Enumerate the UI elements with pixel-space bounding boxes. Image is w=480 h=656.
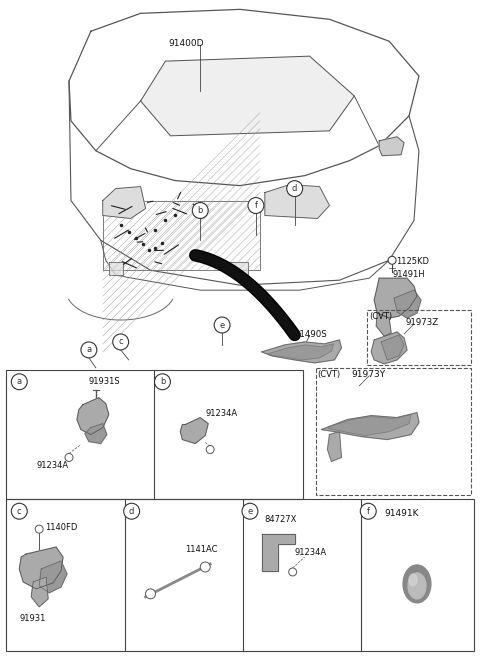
Text: 91973Z: 91973Z	[405, 318, 438, 327]
Text: 1125KD: 1125KD	[396, 257, 429, 266]
Polygon shape	[228, 262, 248, 276]
Circle shape	[214, 317, 230, 333]
Circle shape	[124, 503, 140, 519]
Text: c: c	[17, 506, 22, 516]
Text: (CVT): (CVT)	[369, 312, 392, 321]
Text: 91931S: 91931S	[89, 377, 120, 386]
Polygon shape	[376, 313, 391, 336]
Circle shape	[192, 203, 208, 218]
Text: 91973Y: 91973Y	[351, 370, 385, 379]
Text: 91491H: 91491H	[392, 270, 425, 279]
Polygon shape	[371, 332, 407, 364]
Circle shape	[200, 562, 210, 572]
Polygon shape	[381, 335, 404, 360]
Text: b: b	[198, 206, 203, 215]
Text: 91931: 91931	[19, 614, 46, 623]
Text: 84727X: 84727X	[265, 515, 297, 524]
Polygon shape	[85, 424, 107, 443]
Circle shape	[288, 568, 297, 576]
Bar	[367, 310, 471, 365]
Circle shape	[65, 453, 73, 461]
Text: 91234A: 91234A	[36, 461, 68, 470]
Polygon shape	[268, 344, 334, 360]
Circle shape	[12, 503, 27, 519]
Polygon shape	[322, 413, 419, 440]
Polygon shape	[394, 290, 421, 318]
Bar	[6, 499, 474, 651]
Text: 91490S: 91490S	[295, 330, 327, 339]
Circle shape	[35, 525, 43, 533]
Text: d: d	[292, 184, 298, 193]
Polygon shape	[262, 534, 295, 571]
Polygon shape	[103, 186, 145, 218]
Circle shape	[360, 503, 376, 519]
Circle shape	[12, 374, 27, 390]
Circle shape	[287, 180, 302, 197]
Text: (CVT): (CVT)	[318, 370, 341, 379]
Circle shape	[113, 334, 129, 350]
Circle shape	[155, 374, 170, 390]
Ellipse shape	[409, 574, 417, 586]
Text: 91491K: 91491K	[384, 509, 419, 518]
Circle shape	[388, 256, 396, 264]
Circle shape	[81, 342, 97, 358]
Text: 1140FD: 1140FD	[45, 523, 77, 531]
Circle shape	[206, 445, 214, 453]
Circle shape	[248, 197, 264, 213]
Text: e: e	[219, 321, 225, 329]
Text: a: a	[86, 346, 92, 354]
Text: 91234A: 91234A	[205, 409, 237, 418]
Ellipse shape	[408, 573, 426, 599]
Polygon shape	[141, 56, 354, 136]
Polygon shape	[327, 432, 341, 461]
Polygon shape	[39, 561, 67, 593]
Polygon shape	[379, 137, 404, 155]
Text: 91400D: 91400D	[168, 39, 204, 49]
Circle shape	[242, 503, 258, 519]
Text: f: f	[254, 201, 257, 210]
Polygon shape	[31, 577, 48, 607]
Circle shape	[145, 589, 156, 599]
Bar	[315, 368, 471, 495]
Polygon shape	[77, 398, 109, 434]
Polygon shape	[262, 340, 341, 363]
Ellipse shape	[403, 565, 431, 603]
Bar	[6, 370, 302, 499]
Text: f: f	[367, 506, 370, 516]
Text: 91234A: 91234A	[295, 548, 327, 557]
Text: a: a	[17, 377, 22, 386]
Bar	[103, 201, 260, 270]
Text: b: b	[160, 377, 165, 386]
Polygon shape	[19, 547, 63, 589]
Polygon shape	[265, 184, 329, 218]
Polygon shape	[327, 415, 411, 436]
Polygon shape	[180, 418, 208, 443]
Text: d: d	[129, 506, 134, 516]
Polygon shape	[374, 278, 417, 318]
Text: 1141AC: 1141AC	[185, 545, 218, 554]
Text: e: e	[247, 506, 252, 516]
Polygon shape	[109, 262, 123, 276]
Text: c: c	[119, 337, 123, 346]
